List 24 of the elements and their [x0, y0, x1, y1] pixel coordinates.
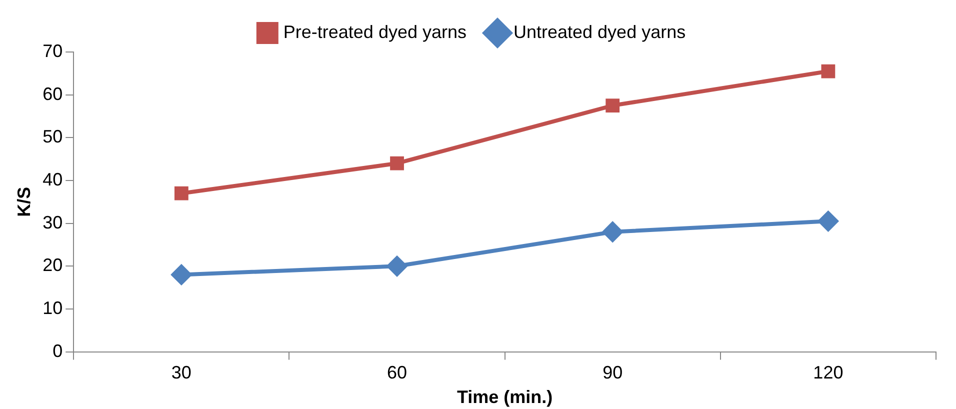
- point: [387, 256, 408, 276]
- y-tick-label: 40: [42, 169, 63, 190]
- y-tick-label: 0: [52, 340, 63, 361]
- point: [174, 186, 188, 200]
- x-tick-label: 30: [171, 362, 192, 383]
- y-tick-label: 70: [42, 40, 63, 61]
- y-tick-label: 30: [42, 212, 63, 232]
- legend-label: Untreated dyed yarns: [514, 22, 686, 42]
- y-tick-label: 50: [42, 126, 63, 147]
- point: [602, 222, 623, 242]
- y-axis-title: K/S: [14, 186, 34, 217]
- x-axis-title: Time (min.): [456, 387, 553, 408]
- point: [606, 98, 620, 112]
- point: [171, 264, 192, 285]
- point: [821, 64, 836, 78]
- y-tick-label: 20: [42, 255, 63, 276]
- y-tick-label: 10: [42, 298, 63, 318]
- x-tick-label: 90: [602, 362, 623, 383]
- x-tick-label: 120: [813, 362, 844, 383]
- x-tick-label: 60: [387, 362, 408, 383]
- y-tick-label: 60: [42, 84, 63, 104]
- point: [818, 211, 838, 232]
- legend-label: Pre-treated dyed yarns: [283, 22, 466, 42]
- point: [390, 156, 404, 170]
